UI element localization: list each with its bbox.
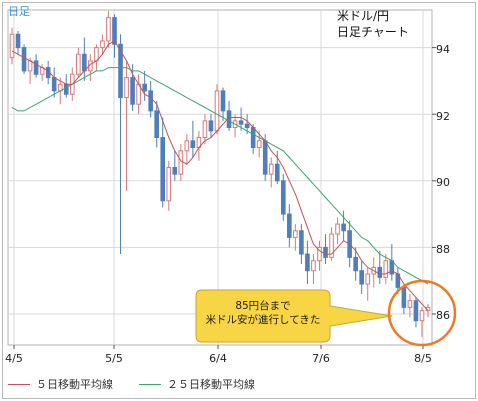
candle-down <box>112 17 117 45</box>
y-tick-label: 94 <box>436 43 450 56</box>
candle-down <box>244 123 250 129</box>
candle-up <box>365 273 371 285</box>
y-tick-label: 90 <box>436 176 450 189</box>
candle-up <box>76 53 81 75</box>
candle-up <box>9 33 15 59</box>
candle-down <box>21 47 27 72</box>
legend-swatch-ma25 <box>139 383 161 385</box>
ma25-line <box>11 67 429 285</box>
candle-down <box>274 163 280 182</box>
candle-down <box>130 77 135 105</box>
candle-down <box>238 120 244 125</box>
legend-label-ma25: ２５日移動平均線 <box>167 378 255 391</box>
candle-up <box>335 223 340 235</box>
candle-down <box>15 33 21 49</box>
x-tick-label: 8/5 <box>414 352 432 365</box>
candle-up <box>202 120 208 139</box>
candle-down <box>280 180 286 215</box>
candle-up <box>178 150 184 175</box>
x-tick-label: 6/4 <box>209 352 227 365</box>
legend-label-ma5: ５日移動平均線 <box>36 378 113 391</box>
candle-up <box>124 77 129 99</box>
candle-down <box>154 110 160 139</box>
callout-text: 85円台まで 米ドル安が進行してきた <box>194 299 332 327</box>
legend: ５日移動平均線 ２５日移動平均線 <box>8 376 255 392</box>
candle-up <box>27 60 33 72</box>
candle-up <box>293 230 298 238</box>
chart-title-line-1: 米ドル/円 <box>337 9 390 23</box>
candle-down <box>262 140 268 175</box>
candle-down <box>190 140 196 148</box>
candle-up <box>166 166 172 202</box>
candle-down <box>359 270 364 285</box>
ma5-line <box>11 40 429 312</box>
candle-up <box>184 140 190 152</box>
candle-down <box>305 253 310 272</box>
candle-up <box>311 260 316 272</box>
candle-down <box>142 83 147 92</box>
x-tick-label: 7/6 <box>312 352 330 365</box>
candle-down <box>341 223 346 232</box>
candle-down <box>323 246 328 258</box>
candle-down <box>401 286 407 308</box>
candle-up <box>419 310 425 322</box>
y-tick-label: 86 <box>436 309 450 322</box>
callout-bubble <box>195 289 393 343</box>
y-tick-label: 92 <box>436 110 450 123</box>
x-tick-label: 5/5 <box>105 352 123 365</box>
candle-up <box>106 17 111 42</box>
legend-swatch-ma5 <box>8 383 30 385</box>
candle-down <box>51 77 57 92</box>
candle-down <box>377 266 383 278</box>
candle-down <box>220 90 226 112</box>
highlight-ring <box>387 279 457 347</box>
candle-up <box>214 90 220 132</box>
candle-down <box>63 83 69 95</box>
x-tick-label: 4/5 <box>5 352 23 365</box>
candle-down <box>172 166 178 175</box>
callout-line-2: 米ドル安が進行してきた <box>205 314 321 326</box>
period-tag: 日足 <box>8 5 30 18</box>
candle-down <box>353 256 358 272</box>
candle-down <box>250 127 256 148</box>
y-tick-label: 88 <box>436 243 450 256</box>
candle-up <box>256 140 262 148</box>
chart-title: 米ドル/円 日足チャート <box>337 8 409 40</box>
candle-up <box>268 163 274 175</box>
chart-title-line-2: 日足チャート <box>337 25 409 39</box>
candle-down <box>118 43 123 99</box>
candle-down <box>33 60 39 75</box>
candle-up <box>383 260 389 278</box>
candle-up <box>317 246 322 262</box>
candle-down <box>160 137 166 202</box>
candle-down <box>287 213 292 238</box>
callout-line-1: 85円台まで <box>235 300 291 312</box>
candle-down <box>299 230 304 255</box>
candle-down <box>413 300 419 322</box>
candle-up <box>100 40 105 49</box>
candle-down <box>82 53 87 72</box>
candle-up <box>329 233 334 258</box>
candle-down <box>148 90 153 112</box>
candle-down <box>208 120 214 132</box>
candle-up <box>407 300 413 308</box>
